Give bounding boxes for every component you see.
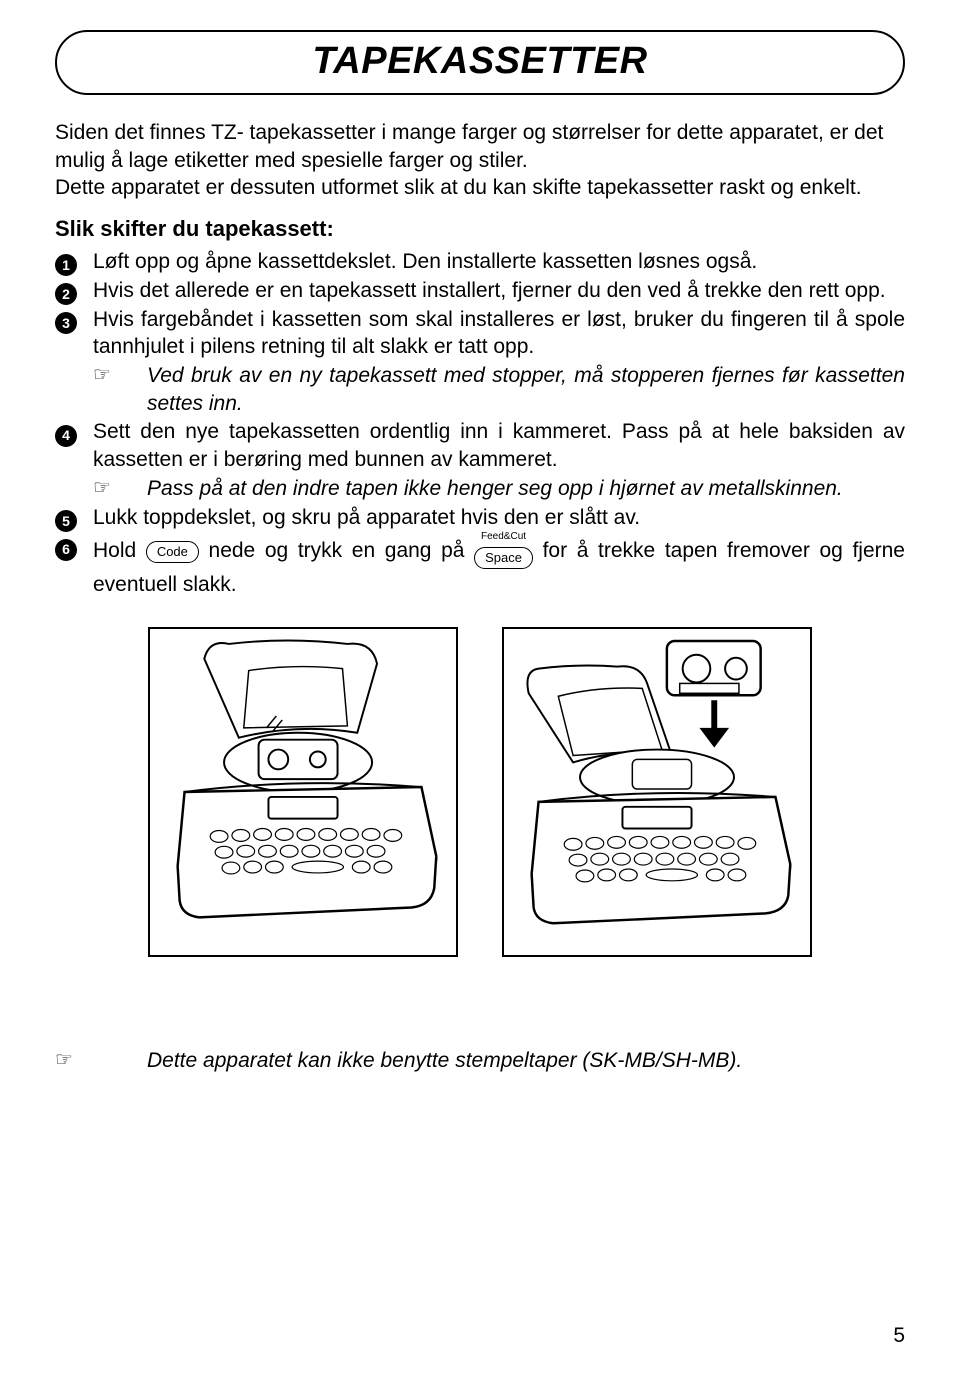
- step-4: 4 Sett den nye tapekassetten ordentlig i…: [55, 418, 905, 473]
- step-marker: 2: [55, 277, 93, 303]
- footer-note: ☞ Dette apparatet kan ikke benytte stemp…: [55, 1047, 905, 1075]
- step-number-icon: 1: [55, 254, 77, 276]
- space-key-wrap: Feed&Cut Space: [474, 532, 533, 571]
- step6-mid: nede og trykk en gang på: [209, 539, 475, 562]
- page-title: TAPEKASSETTER: [57, 40, 903, 83]
- intro-line-1: Siden det finnes TZ- tapekassetter i man…: [55, 121, 883, 172]
- note-after-step-4: ☞ Pass på at den indre tapen ikke henger…: [93, 475, 905, 503]
- label-printer-insert-illustration: [504, 629, 810, 955]
- step-marker: 3: [55, 306, 93, 332]
- step-marker: 5: [55, 504, 93, 530]
- step-text: Hvis fargebåndet i kassetten som skal in…: [93, 306, 905, 361]
- steps-list: 1 Løft opp og åpne kassettdekslet. Den i…: [55, 248, 905, 599]
- note-after-step-3: ☞ Ved bruk av en ny tapekassett med stop…: [93, 362, 905, 417]
- section-subheading: Slik skifter du tapekassett:: [55, 216, 905, 242]
- note-text: Ved bruk av en ny tapekassett med stoppe…: [147, 362, 905, 417]
- step-text: Hold Code nede og trykk en gang på Feed&…: [93, 532, 905, 598]
- pointer-icon: ☞: [93, 362, 147, 388]
- step-text: Lukk toppdekslet, og skru på apparatet h…: [93, 504, 905, 532]
- step-number-icon: 3: [55, 312, 77, 334]
- step-number-icon: 5: [55, 510, 77, 532]
- pointer-icon: ☞: [55, 1047, 147, 1072]
- step-marker: 1: [55, 248, 93, 274]
- step-number-icon: 4: [55, 425, 77, 447]
- step6-pre: Hold: [93, 539, 146, 562]
- figure-left: [148, 627, 458, 957]
- space-key-icon: Space: [474, 547, 533, 569]
- note-text: Pass på at den indre tapen ikke henger s…: [147, 475, 905, 503]
- pointer-icon: ☞: [93, 475, 147, 501]
- step-marker: 4: [55, 418, 93, 444]
- intro-paragraph: Siden det finnes TZ- tapekassetter i man…: [55, 119, 905, 202]
- step-text: Løft opp og åpne kassettdekslet. Den ins…: [93, 248, 905, 276]
- step-1: 1 Løft opp og åpne kassettdekslet. Den i…: [55, 248, 905, 276]
- step-marker: 6: [55, 532, 93, 558]
- step-3: 3 Hvis fargebåndet i kassetten som skal …: [55, 306, 905, 361]
- step-text: Sett den nye tapekassetten ordentlig inn…: [93, 418, 905, 473]
- step-6: 6 Hold Code nede og trykk en gang på Fee…: [55, 532, 905, 598]
- intro-line-2: Dette apparatet er dessuten utformet sli…: [55, 176, 862, 199]
- footer-note-text: Dette apparatet kan ikke benytte stempel…: [147, 1047, 905, 1075]
- step-text: Hvis det allerede er en tapekassett inst…: [93, 277, 905, 305]
- label-printer-open-illustration: [150, 629, 456, 955]
- figures-row: [55, 627, 905, 957]
- step-2: 2 Hvis det allerede er en tapekassett in…: [55, 277, 905, 305]
- code-key-icon: Code: [146, 541, 199, 563]
- step-number-icon: 6: [55, 539, 77, 561]
- step-number-icon: 2: [55, 283, 77, 305]
- figure-right: [502, 627, 812, 957]
- step-5: 5 Lukk toppdekslet, og skru på apparatet…: [55, 504, 905, 532]
- title-frame: TAPEKASSETTER: [55, 30, 905, 95]
- space-key-super: Feed&Cut: [474, 532, 533, 542]
- page-number: 5: [893, 1324, 905, 1348]
